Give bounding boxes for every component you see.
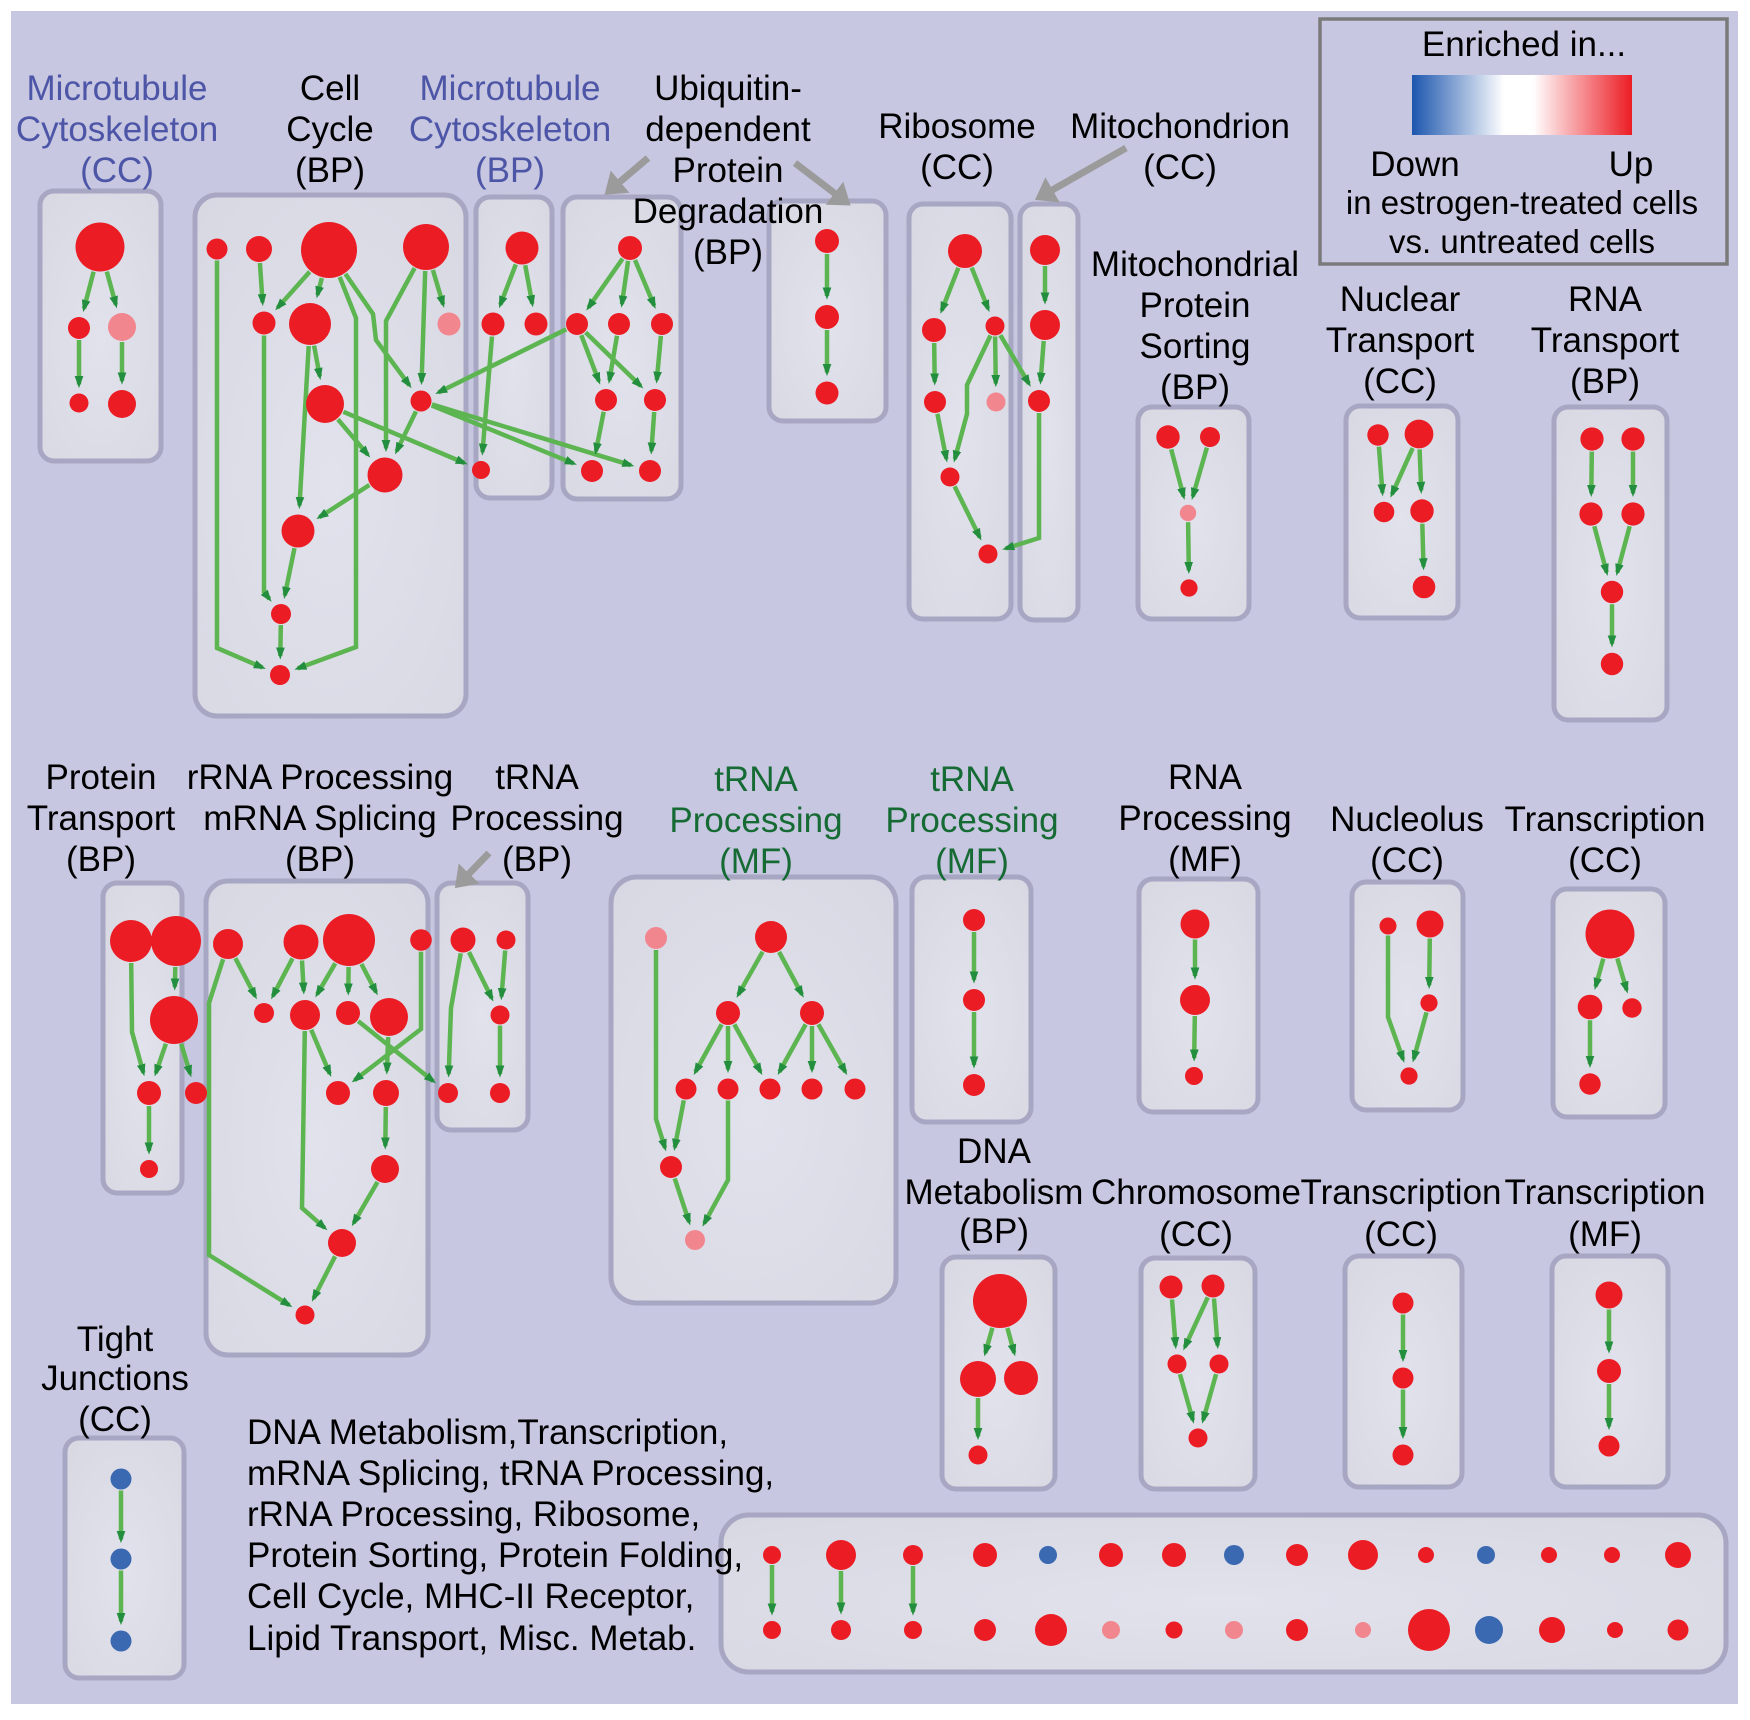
svg-text:Protein: Protein bbox=[673, 151, 784, 190]
svg-text:Ribosome: Ribosome bbox=[878, 107, 1036, 146]
svg-text:mRNA Splicing: mRNA Splicing bbox=[203, 799, 436, 838]
svg-text:Ubiquitin-: Ubiquitin- bbox=[654, 69, 802, 108]
svg-text:Transcription: Transcription bbox=[1505, 800, 1706, 839]
svg-text:mRNA Splicing, tRNA Processing: mRNA Splicing, tRNA Processing, bbox=[247, 1454, 774, 1493]
svg-text:(MF): (MF) bbox=[1168, 840, 1242, 879]
svg-text:Sorting: Sorting bbox=[1140, 327, 1251, 366]
svg-text:in estrogen-treated cells: in estrogen-treated cells bbox=[1346, 184, 1698, 221]
svg-text:Cytoskeleton: Cytoskeleton bbox=[409, 110, 611, 149]
svg-text:vs. untreated cells: vs. untreated cells bbox=[1389, 223, 1655, 260]
svg-text:rRNA Processing, Ribosome,: rRNA Processing, Ribosome, bbox=[247, 1495, 700, 1534]
svg-text:(CC): (CC) bbox=[920, 148, 994, 187]
svg-text:Metabolism: Metabolism bbox=[905, 1173, 1084, 1212]
svg-text:(BP): (BP) bbox=[285, 840, 355, 879]
svg-text:(BP): (BP) bbox=[502, 840, 572, 879]
svg-text:Microtubule: Microtubule bbox=[27, 69, 208, 108]
svg-text:(CC): (CC) bbox=[1364, 1215, 1438, 1254]
svg-text:rRNA Processing: rRNA Processing bbox=[187, 758, 453, 797]
svg-text:(MF): (MF) bbox=[935, 842, 1009, 881]
svg-text:(BP): (BP) bbox=[959, 1212, 1029, 1251]
svg-text:Processing: Processing bbox=[885, 801, 1058, 840]
svg-text:Processing: Processing bbox=[450, 799, 623, 838]
svg-text:Microtubule: Microtubule bbox=[420, 69, 601, 108]
svg-text:(MF): (MF) bbox=[1568, 1215, 1642, 1254]
svg-text:Cell Cycle, MHC-II Receptor,: Cell Cycle, MHC-II Receptor, bbox=[247, 1577, 694, 1616]
svg-text:(BP): (BP) bbox=[66, 840, 136, 879]
svg-text:Cytoskeleton: Cytoskeleton bbox=[16, 110, 218, 149]
svg-text:Cell: Cell bbox=[300, 69, 360, 108]
svg-text:Up: Up bbox=[1609, 145, 1654, 184]
svg-text:Transport: Transport bbox=[1326, 321, 1475, 360]
svg-text:(BP): (BP) bbox=[475, 151, 545, 190]
svg-text:Processing: Processing bbox=[669, 801, 842, 840]
svg-text:tRNA: tRNA bbox=[714, 760, 798, 799]
svg-text:Nuclear: Nuclear bbox=[1340, 280, 1461, 319]
svg-text:Protein Sorting, Protein Foldi: Protein Sorting, Protein Folding, bbox=[247, 1536, 743, 1575]
svg-text:Junctions: Junctions bbox=[41, 1359, 189, 1398]
svg-text:Enriched in...: Enriched in... bbox=[1422, 25, 1626, 64]
svg-text:(CC): (CC) bbox=[1370, 841, 1444, 880]
svg-text:Protein: Protein bbox=[46, 758, 157, 797]
svg-text:RNA: RNA bbox=[1168, 758, 1243, 797]
svg-text:Chromosome: Chromosome bbox=[1091, 1173, 1301, 1212]
svg-text:Processing: Processing bbox=[1118, 799, 1291, 838]
svg-text:Cycle: Cycle bbox=[286, 110, 374, 149]
svg-text:Transport: Transport bbox=[1531, 321, 1680, 360]
svg-text:Mitochondrion: Mitochondrion bbox=[1070, 107, 1290, 146]
svg-text:Down: Down bbox=[1370, 145, 1459, 184]
svg-text:(CC): (CC) bbox=[1159, 1215, 1233, 1254]
svg-text:Lipid Transport, Misc. Metab.: Lipid Transport, Misc. Metab. bbox=[247, 1619, 696, 1658]
svg-text:Degradation: Degradation bbox=[633, 192, 824, 231]
svg-text:(CC): (CC) bbox=[1143, 148, 1217, 187]
svg-text:(BP): (BP) bbox=[1570, 362, 1640, 401]
svg-text:RNA: RNA bbox=[1568, 280, 1643, 319]
svg-text:Transport: Transport bbox=[27, 799, 176, 838]
svg-text:dependent: dependent bbox=[645, 110, 811, 149]
svg-text:(MF): (MF) bbox=[719, 842, 793, 881]
svg-text:(CC): (CC) bbox=[1568, 841, 1642, 880]
svg-text:(BP): (BP) bbox=[693, 233, 763, 272]
svg-text:(CC): (CC) bbox=[80, 151, 154, 190]
svg-text:Protein: Protein bbox=[1140, 286, 1251, 325]
svg-text:Tight: Tight bbox=[77, 1320, 154, 1359]
svg-text:(CC): (CC) bbox=[78, 1400, 152, 1439]
svg-text:Transcription: Transcription bbox=[1505, 1173, 1706, 1212]
svg-text:Transcription: Transcription bbox=[1301, 1173, 1502, 1212]
svg-text:(BP): (BP) bbox=[295, 151, 365, 190]
svg-text:DNA: DNA bbox=[957, 1132, 1032, 1171]
svg-text:Mitochondrial: Mitochondrial bbox=[1091, 245, 1299, 284]
svg-text:DNA Metabolism,Transcription,: DNA Metabolism,Transcription, bbox=[247, 1413, 728, 1452]
svg-text:Nucleolus: Nucleolus bbox=[1330, 800, 1484, 839]
svg-text:tRNA: tRNA bbox=[495, 758, 579, 797]
svg-text:tRNA: tRNA bbox=[930, 760, 1014, 799]
svg-text:(BP): (BP) bbox=[1160, 368, 1230, 407]
svg-text:(CC): (CC) bbox=[1363, 362, 1437, 401]
